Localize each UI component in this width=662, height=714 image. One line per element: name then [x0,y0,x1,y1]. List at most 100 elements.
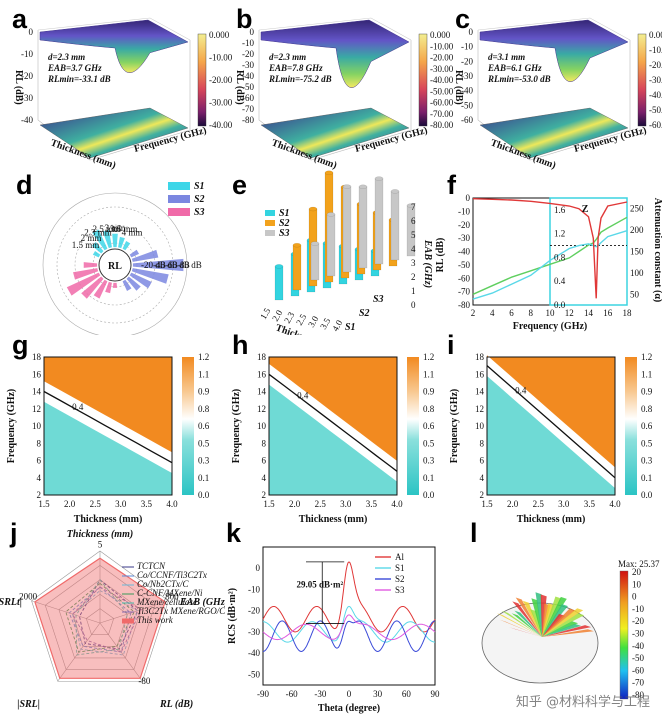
z-axis-title: RL (dB) [13,70,24,105]
x-tick-label: 2.0 [64,499,76,509]
legend-swatch [265,230,275,236]
colorbar [625,357,637,495]
alpha-line [472,216,628,295]
colorbar-tick-label: -60.00 [649,120,662,130]
z-tick-label: 0 [250,27,255,37]
y-tick-label: 18 [32,352,42,362]
colorbar-tick-label: 0.6 [198,421,210,431]
radial-bar-S2 [129,249,140,258]
legend-swatch [168,195,190,203]
radial-bar-S2 [132,258,184,272]
radar-grid [58,579,142,659]
y-right-tick-label: 50 [630,289,640,299]
x-tick-label: 4 [490,308,495,318]
radar-tick-label: 5 [98,539,103,549]
series-axis-label: S1 [345,322,356,333]
y-left-tick-label: -60 [458,273,470,283]
z-tick-label: -60 [242,93,254,103]
colorbar-tick-label: -40.00 [430,75,454,85]
y-tick-label: -20 [248,606,260,616]
colorbar-tick-label: 0.5 [641,438,653,448]
colorbar-tick-label: -80.00 [430,120,454,130]
bar3d-cap [342,184,352,189]
bar3d-cap [374,176,384,181]
thickness-label: 3.5 mm [110,224,138,234]
radar-chart-j: Thickness (mm) EAB (GHz) RL (dB) |SRL| |SRLt… [0,529,225,710]
colorbar-tick-label: -20.00 [649,60,662,70]
z-tick-label: -40 [21,115,33,125]
colorbar-tick-label: -60 [632,665,644,675]
x-tick-label: -30 [314,689,326,699]
radar-axis-label: |SRLt| [0,597,22,608]
y-left-tick-label: 0 [466,193,471,203]
colorbar-tick-label: -10.00 [430,41,454,51]
colorbar-tick-label: -40 [632,641,644,651]
heatmap-h: 0.4 2 4 6 8 10 12 14 16 18 1.5 2.0 2.5 3.0 3.5 4.0 Thick… [231,352,435,525]
x-tick-label: 3.0 [558,499,570,509]
box-frame [258,30,412,161]
thickness-label: 3 mm [105,223,126,233]
colorbar-tick-label: 0.5 [423,438,435,448]
y-tick-label: 14 [257,387,267,397]
radar-axis-label: |SRL| [17,699,40,710]
panel-label-l: l [470,518,478,548]
box-frame [477,17,631,41]
x-tick-label: 3.0 [340,499,352,509]
colorbar-tick-label: -40.00 [209,120,233,130]
line-chart-f: 0 -10 -20 -30 -40 -50 -60 -70 -80 50 100 150 200 250 0… [435,193,662,332]
legend-swatch [265,220,275,226]
x-tick-label: 12 [565,308,574,318]
panel-label-e: e [232,170,248,200]
z-tick-label: 0 [469,27,474,37]
legend-label: This work [137,615,174,625]
y-tick-label: 8 [262,438,267,448]
colorbar-tick-label: 20 [632,567,642,577]
colorbar-tick-label: 0 [632,592,637,602]
y-tick-label: 10 [257,421,267,431]
y-tick-label: 10 [32,421,42,431]
y-axis-title: Frequency (GHz) [449,389,460,464]
bar3d-cap [274,264,284,269]
radar-grid [31,550,169,682]
box-frame [477,30,631,161]
rcs-lobe [542,608,576,637]
colorbar [418,33,428,127]
colorbar-tick-label: 0.1 [198,473,209,483]
annotation-text: d=2.3 mm [48,52,85,62]
annotation-text: EAB=3.7 GHz [47,63,102,73]
y-tick-label: 4 [37,473,42,483]
y-tick-label: -50 [248,669,260,679]
plot-frame [43,356,173,496]
z-tick-label: 2 [411,272,416,282]
y-tick-label: 16 [475,369,485,379]
radial-bar-S3 [112,282,118,288]
radial-bar-S3 [93,279,108,299]
y-tick-label: 6 [37,456,42,466]
panel-label-b: b [236,4,253,34]
y-tick-label: 16 [32,369,42,379]
bar3d-S3 [390,191,400,261]
colorbar-tick-label: 0.0 [198,490,210,500]
z-label: Z [582,204,589,215]
heatmap-low-region [44,401,172,495]
heatmap-low-region [487,376,615,495]
y-tick-label: 8 [37,438,42,448]
x-axis-title: Thickness (mm) [74,514,143,525]
x-tick-label: 16 [603,308,613,318]
rcs-lobe [542,608,584,637]
colorbar-tick-label: 10 [632,579,642,589]
x-tick-label: 3.5 [366,499,378,509]
legend-label: Ti3C2Tx MXene/RGO/CNCs [137,606,225,616]
y-right-tick-label: 250 [630,204,644,214]
z-tick-label: 1 [411,286,416,296]
legend-swatch [168,182,190,190]
legend-swatch [265,210,275,216]
radial-bar-S2 [131,268,169,284]
bar3d-cap [390,189,400,194]
contour-line [486,365,616,479]
z-tick-label: -50 [461,100,473,110]
colorbar-tick-label: -60.00 [430,98,454,108]
surface-mesh [479,19,629,82]
radial-bar-S2 [131,249,159,262]
